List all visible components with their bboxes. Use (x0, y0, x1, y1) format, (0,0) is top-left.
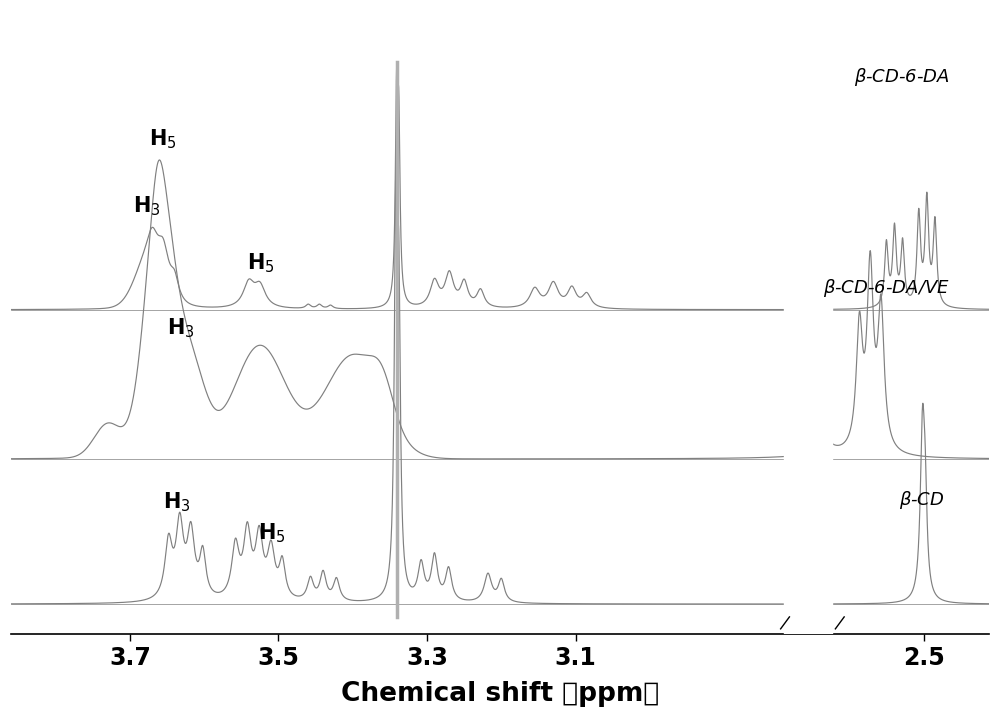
X-axis label: Chemical shift （ppm）: Chemical shift （ppm） (341, 681, 659, 707)
Text: H$_3$: H$_3$ (133, 195, 161, 218)
Text: $\beta$-CD-6-DA: $\beta$-CD-6-DA (854, 65, 950, 88)
Text: H$_5$: H$_5$ (149, 127, 177, 151)
Text: $\beta$-CD-6-DA/VE: $\beta$-CD-6-DA/VE (823, 277, 950, 299)
Bar (784, 0, 832, 638)
Text: H$_5$: H$_5$ (247, 251, 275, 274)
Text: H$_3$: H$_3$ (163, 490, 191, 514)
Text: $\beta$-CD: $\beta$-CD (899, 489, 945, 511)
Text: H$_3$: H$_3$ (167, 317, 195, 340)
Text: H$_5$: H$_5$ (258, 522, 286, 546)
